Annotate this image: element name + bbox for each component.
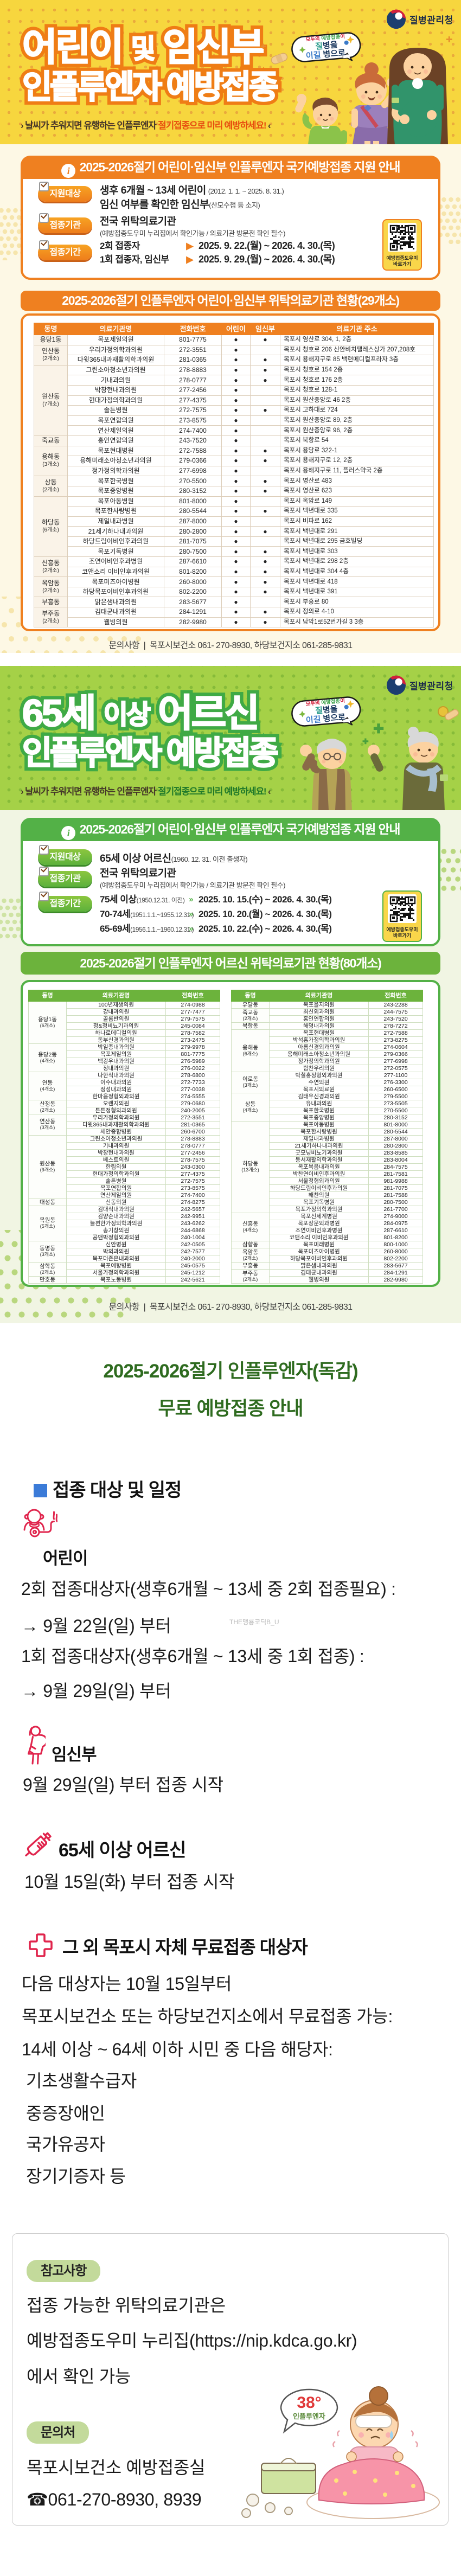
svg-text:✚: ✚ (446, 35, 453, 44)
svg-text:이길 병으로: 이길 병으로 (305, 713, 346, 725)
svg-text:질병을: 질병을 (315, 704, 338, 716)
svg-text:인플루엔자: 인플루엔자 (293, 2412, 325, 2420)
svg-text:✚: ✚ (362, 737, 369, 746)
svg-text:모두의 예방접종이: 모두의 예방접종이 (305, 697, 345, 707)
svg-text:38°: 38° (297, 2394, 321, 2412)
svg-text:모두의 예방접종이: 모두의 예방접종이 (305, 33, 345, 43)
svg-text:✚: ✚ (260, 42, 266, 50)
svg-text:질병을: 질병을 (315, 40, 338, 52)
svg-text:✚: ✚ (373, 722, 384, 736)
svg-text:이길 병으로: 이길 병으로 (305, 48, 346, 61)
